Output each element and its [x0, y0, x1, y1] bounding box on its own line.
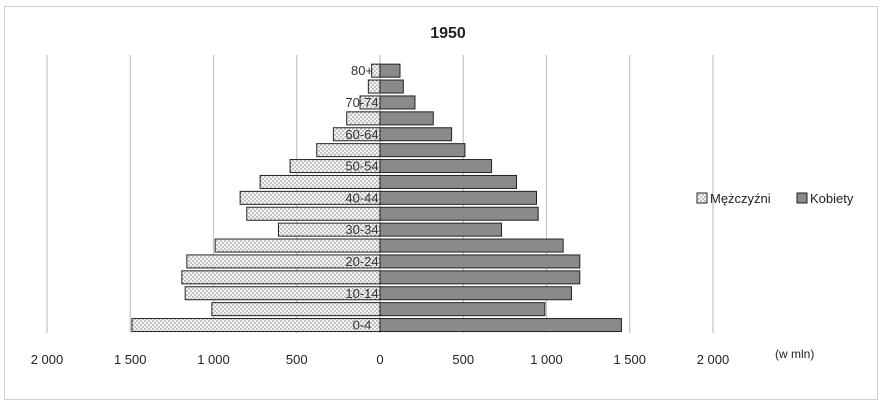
bar-male-15-19 — [181, 270, 381, 285]
category-labels: 0-4 10-14 20-24 30-34 40-44 50-54 60-64 70-74 80… — [345, 63, 378, 332]
legend-swatch-male — [696, 192, 708, 204]
chart-title: 1950 — [430, 25, 466, 42]
bar-female-15-19 — [379, 270, 581, 285]
bar-female-70-74 — [379, 95, 416, 110]
bar-female-80+ — [379, 63, 401, 78]
bar-female-20-24 — [379, 254, 581, 269]
bar-male-55-59 — [316, 143, 381, 158]
x-tick-label: 1 000 — [197, 352, 230, 367]
x-tick-label: 1 500 — [114, 352, 147, 367]
bar-female-10-14 — [379, 286, 572, 301]
bar-female-40-44 — [379, 190, 538, 205]
bar-male-65-69 — [346, 111, 381, 126]
x-axis-ticks: 2 000 1 500 1 000 500 0 500 1 000 1 500 2 000 — [31, 352, 730, 367]
unit-label: (w mln) — [775, 347, 814, 361]
bar-female-55-59 — [379, 143, 466, 158]
category-label: 0-4 — [353, 318, 372, 333]
bar-male-0-4 — [131, 318, 381, 333]
x-tick-label: 2 000 — [31, 352, 64, 367]
category-label: 60-64 — [345, 127, 378, 142]
x-tick-label: 500 — [286, 352, 308, 367]
bar-male-25-29 — [214, 238, 381, 253]
legend: Mężczyźni Kobiety — [696, 191, 854, 206]
category-label: 30-34 — [345, 222, 378, 237]
bar-male-45-49 — [259, 174, 381, 189]
bar-male-75-79 — [367, 79, 381, 94]
x-tick-label: 2 000 — [697, 352, 730, 367]
bar-female-65-69 — [379, 111, 434, 126]
bars — [131, 63, 622, 333]
bar-female-25-29 — [379, 238, 564, 253]
chart-frame — [4, 6, 878, 400]
bar-female-5-9 — [379, 302, 546, 317]
category-label: 40-44 — [345, 190, 378, 205]
category-label: 80+ — [351, 63, 373, 78]
category-label: 20-24 — [345, 254, 378, 269]
bar-female-50-54 — [379, 159, 493, 174]
bar-female-75-79 — [379, 79, 404, 94]
x-tick-label: 0 — [376, 352, 383, 367]
bar-male-5-9 — [211, 302, 381, 317]
x-tick-label: 1 000 — [530, 352, 563, 367]
legend-swatch-female — [796, 192, 808, 204]
legend-label-female: Kobiety — [810, 191, 854, 206]
x-tick-label: 1 500 — [613, 352, 646, 367]
bar-female-35-39 — [379, 206, 539, 221]
bar-female-45-49 — [379, 174, 518, 189]
category-label: 10-14 — [345, 286, 378, 301]
bar-female-60-64 — [379, 127, 453, 142]
bar-female-30-34 — [379, 222, 503, 237]
category-label: 50-54 — [345, 159, 378, 174]
legend-label-male: Mężczyźni — [710, 191, 771, 206]
category-label: 70-74 — [345, 95, 378, 110]
bar-male-35-39 — [246, 206, 381, 221]
x-tick-label: 500 — [452, 352, 474, 367]
bar-female-0-4 — [379, 318, 622, 333]
